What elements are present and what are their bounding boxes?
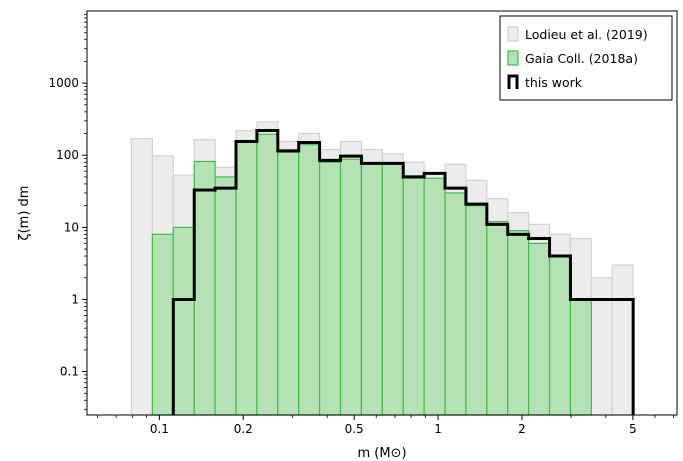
y-tick-label: 1 (71, 292, 79, 306)
y-tick-label: 0.1 (60, 365, 79, 379)
y-tick-label: 100 (56, 148, 79, 162)
legend-box (499, 15, 673, 101)
x-tick-label: 5 (629, 422, 637, 436)
series-this-work-step (171, 129, 635, 415)
legend-swatch-gaia (507, 50, 519, 66)
y-tick-label: 1000 (48, 76, 79, 90)
y-tick-label: 10 (64, 220, 79, 234)
gaia-bar (402, 175, 425, 416)
lodieu-bar (611, 264, 634, 416)
legend-swatch-this-work (507, 74, 519, 89)
x-tick-label: 0.2 (234, 422, 253, 436)
gaia-bar (444, 192, 467, 416)
y-axis: 0.1 1 10 100 1000 (48, 13, 87, 410)
legend: Lodieu et al. (2019) Gaia Coll. (2018a) th… (499, 15, 673, 101)
gaia-bar (298, 144, 321, 416)
gaia-bar (381, 163, 404, 416)
gaia-bar (569, 298, 592, 416)
x-tick-label: 0.5 (345, 422, 364, 436)
gaia-bar (235, 139, 258, 416)
gaia-bar (465, 205, 488, 416)
legend-label-gaia: Gaia Coll. (2018a) (525, 51, 638, 66)
gaia-bar (193, 160, 216, 416)
plot-frame (86, 10, 678, 416)
gaia-bar (277, 151, 300, 416)
x-tick-label: 1 (434, 422, 442, 436)
x-tick-label: 0.1 (150, 422, 169, 436)
y-axis-label: ζ(m) dm (17, 186, 32, 241)
gaia-bar (214, 176, 237, 416)
gaia-bar (172, 226, 195, 416)
gaia-bar (319, 161, 342, 416)
x-tick-label: 2 (518, 422, 526, 436)
gaia-bar (486, 221, 509, 416)
gaia-bar (256, 133, 279, 416)
gaia-bar (548, 255, 572, 416)
gaia-bar (528, 242, 551, 416)
gaia-bar (151, 233, 174, 416)
legend-label-lodieu: Lodieu et al. (2019) (525, 27, 648, 42)
legend-label-this-work: this work (525, 75, 583, 90)
lodieu-bar (130, 138, 153, 416)
legend-swatch-lodieu (507, 26, 519, 42)
gaia-bar (423, 177, 446, 416)
gaia-bar (507, 230, 530, 416)
gaia-bar (360, 162, 383, 416)
gaia-bar (339, 158, 363, 416)
x-axis: 0.1 0.2 0.5 1 2 5 (97, 415, 674, 436)
x-axis-label: m (M⊙) (357, 446, 406, 461)
